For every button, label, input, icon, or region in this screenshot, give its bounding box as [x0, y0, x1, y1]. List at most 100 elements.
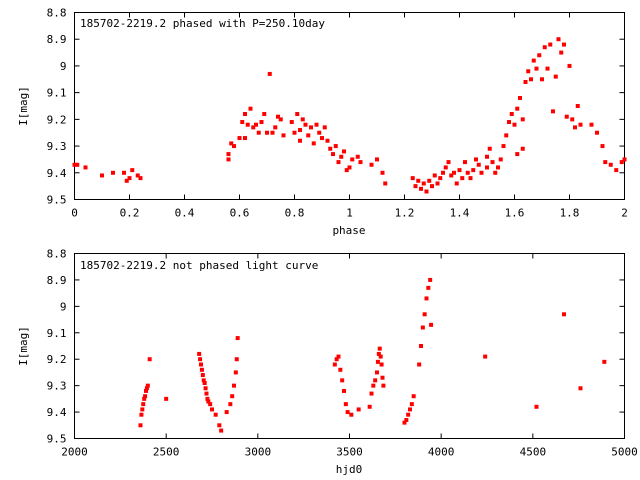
data-point: [375, 157, 379, 162]
data-point: [145, 383, 150, 388]
data-point: [465, 170, 470, 175]
y-tick-labels: 8.8 8.9 9 9.1 9.2 9.3 9.4 9.5: [47, 248, 625, 446]
data-point: [289, 120, 294, 125]
data-point: [518, 95, 522, 100]
data-point: [428, 277, 433, 282]
data-point: [204, 391, 209, 396]
x-tick-label: 5000: [611, 446, 638, 459]
data-point: [338, 367, 343, 372]
y-tick-label: 8.9: [47, 33, 67, 46]
data-point: [300, 117, 305, 122]
data-point: [298, 128, 302, 133]
data-point: [375, 359, 380, 364]
data-point: [350, 157, 355, 162]
data-point: [419, 344, 423, 348]
data-point: [619, 160, 624, 165]
data-point: [493, 170, 498, 175]
data-point: [369, 162, 374, 167]
y-tick-label: 8.8: [47, 248, 67, 261]
data-point: [332, 362, 337, 367]
data-point: [309, 125, 313, 130]
data-point: [404, 418, 409, 422]
data-point: [570, 117, 575, 122]
x-tick-label: 1.2: [395, 207, 415, 220]
data-point: [485, 154, 489, 159]
data-point: [233, 370, 238, 375]
x-tick-labels: 2000 2500 3000 3500 4000 4500 5000: [61, 253, 638, 459]
x-tick-label: 2000: [61, 446, 88, 459]
x-tick-label: 0.4: [175, 207, 195, 220]
data-point: [509, 112, 514, 117]
data-point: [578, 386, 583, 391]
data-point: [339, 154, 344, 159]
data-point: [83, 165, 88, 170]
y-tick-label: 9.2: [47, 353, 67, 366]
y-tick-label: 9.1: [47, 87, 67, 100]
data-point: [381, 383, 386, 388]
y-tick-label: 9.5: [47, 194, 67, 207]
data-point: [520, 117, 525, 122]
x-tick-label: 0.8: [285, 207, 305, 220]
data-point: [420, 325, 425, 330]
data-point: [230, 394, 235, 399]
data-point: [534, 404, 539, 409]
data-point: [234, 357, 239, 362]
data-point: [278, 117, 283, 122]
data-point: [217, 423, 222, 428]
data-point: [203, 386, 208, 391]
y-tick-label: 9.3: [47, 140, 67, 153]
data-point: [317, 130, 322, 135]
data-point: [240, 120, 245, 125]
data-point: [334, 357, 339, 362]
y-tick-label: 9.2: [47, 113, 67, 126]
data-point: [201, 378, 206, 383]
data-point: [380, 375, 385, 380]
data-point: [603, 160, 608, 165]
data-point: [421, 181, 426, 186]
x-tick-label: 0: [71, 207, 78, 220]
data-point: [487, 146, 492, 151]
data-point: [164, 396, 169, 401]
data-point: [343, 402, 348, 407]
y-tick-label: 9: [60, 60, 67, 73]
data-point: [529, 77, 533, 82]
data-point: [595, 130, 599, 135]
data-point: [471, 168, 476, 173]
data-point: [322, 125, 327, 130]
data-point: [479, 170, 484, 175]
data-point: [562, 312, 566, 317]
data-point: [138, 176, 143, 181]
data-points: [72, 37, 627, 194]
data-point: [512, 122, 517, 127]
chart-title: 185702-2219.2 not phased light curve: [80, 259, 318, 272]
data-point: [355, 154, 360, 159]
data-point: [548, 42, 553, 47]
y-tick-labels: 8.8 8.9 9 9.1 9.2 9.3 9.4 9.5: [47, 7, 625, 207]
data-point: [515, 152, 520, 157]
data-point: [356, 407, 361, 412]
data-point: [507, 120, 511, 125]
data-point: [463, 160, 467, 165]
x-tick-label: 0.6: [230, 207, 250, 220]
data-point: [438, 176, 443, 181]
data-point: [198, 357, 203, 362]
data-point: [383, 181, 388, 186]
data-point: [336, 160, 341, 165]
data-point: [344, 168, 349, 173]
data-point: [589, 122, 594, 127]
data-point: [336, 354, 341, 359]
data-point: [200, 373, 205, 378]
data-point: [199, 367, 204, 372]
data-point: [197, 351, 202, 356]
data-point: [454, 181, 459, 186]
data-point: [457, 168, 462, 173]
data-point: [270, 130, 275, 135]
data-point: [135, 173, 140, 178]
x-tick-label: 1.8: [560, 207, 580, 220]
data-point: [429, 322, 434, 327]
data-point: [449, 173, 454, 178]
y-tick-label: 8.8: [47, 7, 67, 20]
data-point: [504, 133, 509, 138]
data-point: [406, 412, 411, 417]
